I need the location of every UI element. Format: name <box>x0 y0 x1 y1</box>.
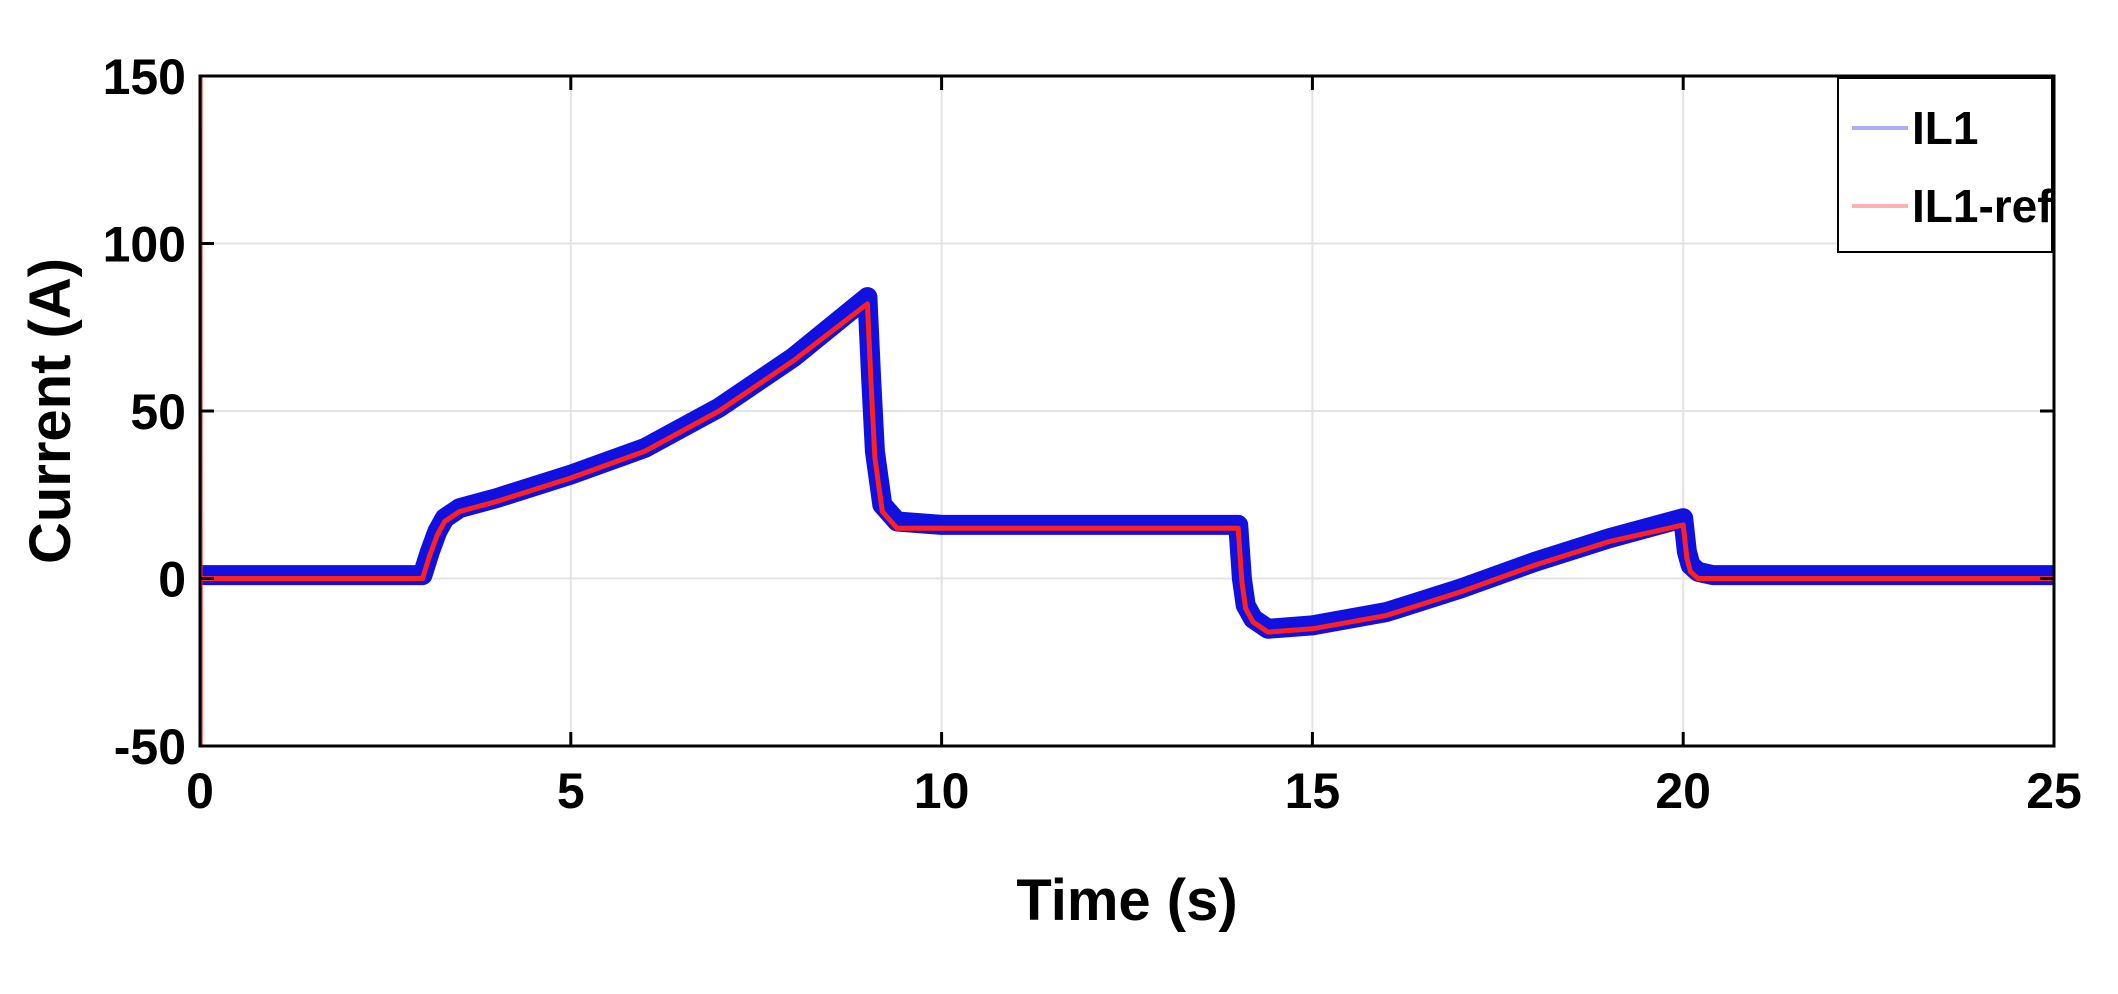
legend-box <box>1837 77 2053 253</box>
legend-label-il1-ref: IL1-ref <box>1912 180 2053 232</box>
y-tick-labels: -50 0 50 100 150 <box>103 49 186 775</box>
x-tick-label: 5 <box>557 763 585 819</box>
axis-ticks <box>198 74 2056 748</box>
series-line-il1-ref <box>200 76 2054 746</box>
legend: IL1 IL1-ref <box>1837 77 2053 253</box>
x-axis-title: Time (s) <box>1016 868 1237 933</box>
x-tick-labels: 0 5 10 15 20 25 <box>186 763 2082 819</box>
y-tick-label: 100 <box>103 217 186 273</box>
series-layer <box>200 76 2054 746</box>
y-tick-label: 0 <box>158 552 186 608</box>
legend-label-il1: IL1 <box>1912 102 1978 154</box>
x-tick-label: 25 <box>2026 763 2082 819</box>
y-tick-label: -50 <box>114 719 186 775</box>
x-tick-label: 15 <box>1285 763 1341 819</box>
y-axis-title: Current (A) <box>18 258 83 564</box>
x-tick-label: 0 <box>186 763 214 819</box>
y-tick-label: 150 <box>103 49 186 105</box>
x-tick-label: 20 <box>1655 763 1711 819</box>
x-tick-label: 10 <box>914 763 970 819</box>
y-tick-label: 50 <box>130 384 186 440</box>
